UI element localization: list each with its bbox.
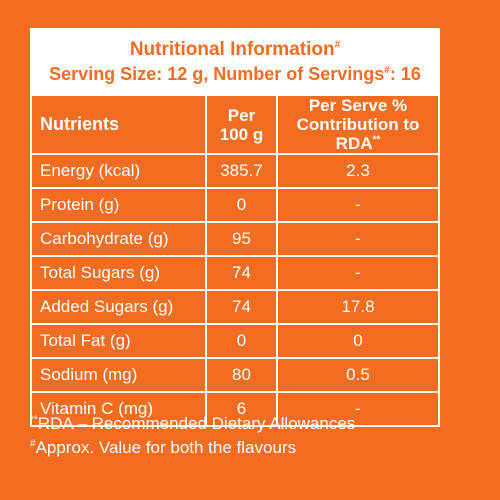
per-100g-value: 74 <box>206 290 278 325</box>
table-row: Added Sugars (g) 74 17.8 <box>32 290 438 325</box>
serving-info: Serving Size: 12 g, Number of Servings#:… <box>32 62 438 86</box>
table-row: Energy (kcal) 385.7 2.3 <box>32 154 438 189</box>
col-header-per-100g: Per 100 g <box>206 96 278 155</box>
per-100g-line2: 100 g <box>219 124 264 144</box>
nutrition-title: Nutritional Information# <box>32 38 438 62</box>
rda-line2: Contribution to RDA** <box>278 115 438 153</box>
rda-value: 17.8 <box>277 290 438 325</box>
serving-label: Serving Size: 12 g, Number of Servings <box>49 64 385 84</box>
nutrient-name: Total Sugars (g) <box>32 256 207 291</box>
nutrient-name: Protein (g) <box>32 188 207 223</box>
per-100g-value: 74 <box>206 256 278 291</box>
nutrient-name: Carbohydrate (g) <box>32 222 207 257</box>
table-row: Vitamin C (mg) 6 - <box>32 392 438 425</box>
rda-mark: ** <box>372 134 381 146</box>
nutrition-panel: Nutritional Information# Serving Size: 1… <box>30 28 440 427</box>
serving-mark: # <box>384 65 390 76</box>
footnote-rda-text: RDA – Recommended Dietary Allowances <box>37 414 356 433</box>
per-100g-value: 95 <box>206 222 278 257</box>
nutrient-name: Added Sugars (g) <box>32 290 207 325</box>
per-100g-value: 0 <box>206 324 278 359</box>
table-row: Total Sugars (g) 74 - <box>32 256 438 291</box>
rda-value: - <box>355 399 361 418</box>
per-100g-line1: Per <box>227 105 256 125</box>
table-row: Sodium (mg) 80 0.5 <box>32 358 438 393</box>
table-row: Total Fat (g) 0 0 <box>32 324 438 359</box>
per-100g-value: 6 <box>206 392 278 425</box>
rda-value: 0 <box>277 324 438 359</box>
nutrition-table: Nutrients Per 100 g Per Serve % Contribu… <box>32 96 438 425</box>
footnote-rda-mark: ** <box>30 414 38 426</box>
per-100g-value: 385.7 <box>206 154 278 189</box>
rda-value: 2.3 <box>277 154 438 189</box>
nutrition-title-text: Nutritional Information <box>129 39 335 60</box>
col-header-nutrients: Nutrients <box>32 96 207 155</box>
table-row: Protein (g) 0 - <box>32 188 438 223</box>
nutrient-name: Energy (kcal) <box>32 154 207 189</box>
nutrient-name: Total Fat (g) <box>32 324 207 359</box>
nutrition-header: Nutritional Information# Serving Size: 1… <box>32 30 438 96</box>
table-row: Carbohydrate (g) 95 - <box>32 222 438 257</box>
rda-value: - <box>277 256 438 291</box>
footnote-approx-mark: # <box>30 438 36 450</box>
per-100g-value: 80 <box>206 358 278 393</box>
serving-value: : 16 <box>389 64 421 84</box>
footnote-approx-text: Approx. Value for both the flavours <box>35 438 297 457</box>
footnote-approx: #Approx. Value for both the flavours <box>30 436 355 460</box>
col-header-rda: Per Serve % Contribution to RDA** <box>277 96 438 155</box>
rda-value: - <box>277 222 438 257</box>
per-100g-value: 0 <box>206 188 278 223</box>
rda-value: 0.5 <box>277 358 438 393</box>
footnotes: **RDA – Recommended Dietary Allowances #… <box>30 412 355 460</box>
title-mark: # <box>334 39 341 51</box>
rda-line2-text: Contribution to RDA <box>296 115 420 153</box>
rda-line1: Per Serve % <box>308 96 408 115</box>
rda-value: - <box>277 188 438 223</box>
table-header-row: Nutrients Per 100 g Per Serve % Contribu… <box>32 96 438 155</box>
nutrient-name: Vitamin C (mg) <box>32 392 207 425</box>
nutrient-name: Sodium (mg) <box>32 358 207 393</box>
footnote-rda: **RDA – Recommended Dietary Allowances <box>30 412 355 436</box>
